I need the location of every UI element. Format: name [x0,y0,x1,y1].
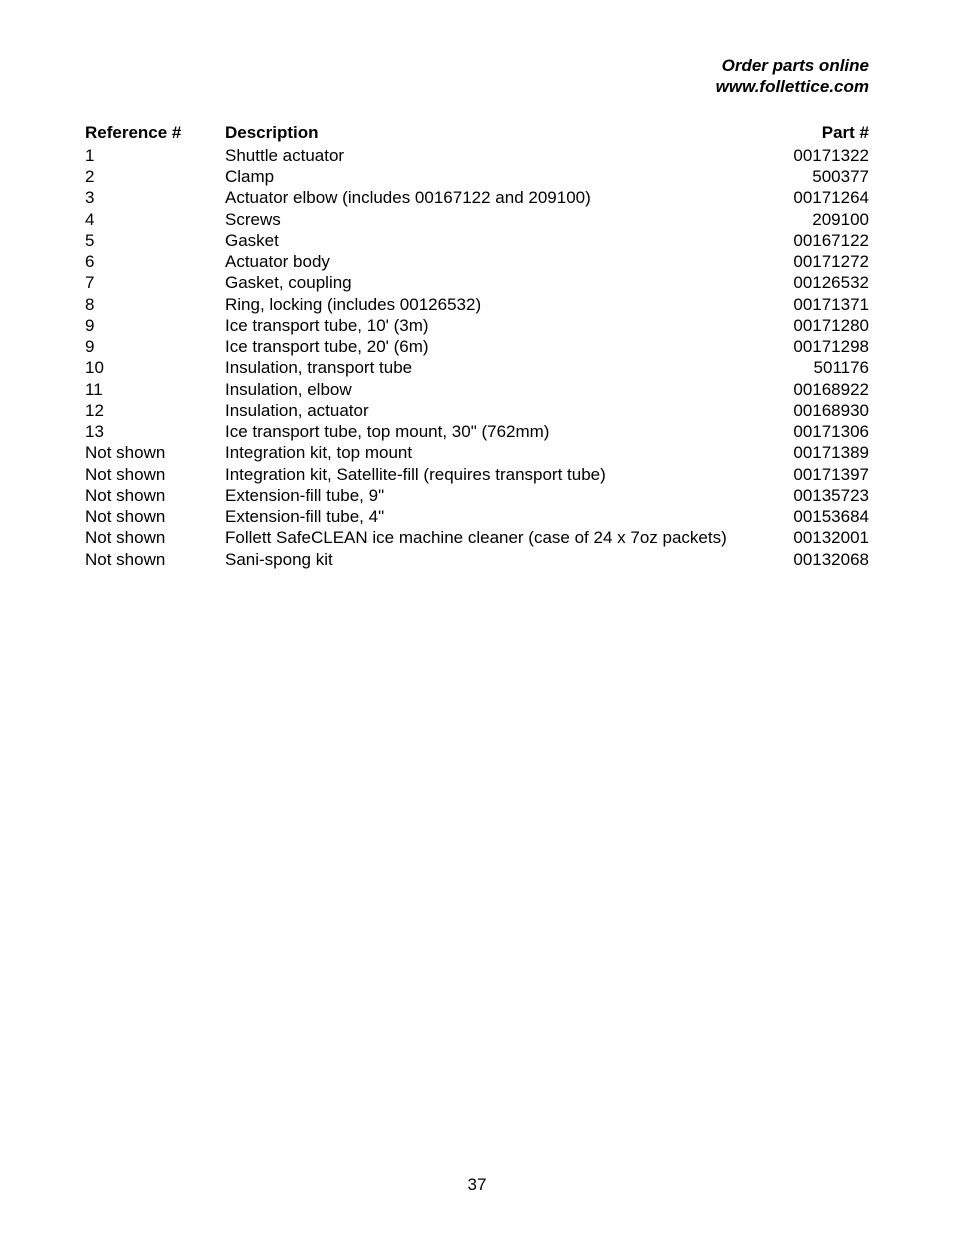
cell-reference: Not shown [85,506,225,527]
cell-reference: Not shown [85,485,225,506]
cell-part: 00168930 [749,400,869,421]
table-row: 5Gasket00167122 [85,230,869,251]
cell-reference: 10 [85,357,225,378]
cell-description: Ice transport tube, 10' (3m) [225,315,749,336]
col-header-description: Description [225,122,749,145]
table-row: 13Ice transport tube, top mount, 30" (76… [85,421,869,442]
cell-reference: 2 [85,166,225,187]
table-header-row: Reference # Description Part # [85,122,869,145]
cell-reference: Not shown [85,442,225,463]
table-row: 6Actuator body00171272 [85,251,869,272]
table-row: 4Screws209100 [85,209,869,230]
cell-part: 00167122 [749,230,869,251]
table-row: Not shownFollett SafeCLEAN ice machine c… [85,527,869,548]
order-online-line1: Order parts online [722,56,869,75]
document-page: Order parts online www.follettice.com Re… [0,0,954,1235]
cell-reference: 9 [85,315,225,336]
cell-reference: 5 [85,230,225,251]
cell-part: 00126532 [749,272,869,293]
cell-part: 209100 [749,209,869,230]
cell-part: 00171389 [749,442,869,463]
cell-reference: 12 [85,400,225,421]
cell-description: Gasket, coupling [225,272,749,293]
cell-reference: 11 [85,379,225,400]
cell-reference: Not shown [85,464,225,485]
cell-description: Actuator body [225,251,749,272]
cell-part: 00171397 [749,464,869,485]
table-row: 7Gasket, coupling00126532 [85,272,869,293]
table-row: 8Ring, locking (includes 00126532)001713… [85,294,869,315]
table-row: Not shownIntegration kit, Satellite-fill… [85,464,869,485]
order-online-line2: www.follettice.com [716,77,869,96]
cell-reference: 8 [85,294,225,315]
table-row: 10Insulation, transport tube501176 [85,357,869,378]
col-header-reference: Reference # [85,122,225,145]
cell-part: 00171371 [749,294,869,315]
cell-part: 00132001 [749,527,869,548]
cell-reference: Not shown [85,527,225,548]
table-row: 9Ice transport tube, 20' (6m)00171298 [85,336,869,357]
cell-description: Integration kit, Satellite-fill (require… [225,464,749,485]
cell-part: 00171280 [749,315,869,336]
cell-description: Insulation, elbow [225,379,749,400]
cell-reference: 1 [85,145,225,166]
cell-description: Ice transport tube, top mount, 30" (762m… [225,421,749,442]
table-row: 1Shuttle actuator00171322 [85,145,869,166]
cell-part: 00153684 [749,506,869,527]
table-row: Not shownExtension-fill tube, 4"00153684 [85,506,869,527]
order-online-header: Order parts online www.follettice.com [85,55,869,98]
page-number: 37 [0,1175,954,1195]
cell-reference: Not shown [85,549,225,570]
cell-description: Follett SafeCLEAN ice machine cleaner (c… [225,527,749,548]
cell-part: 00132068 [749,549,869,570]
cell-part: 00171298 [749,336,869,357]
table-row: 11Insulation, elbow00168922 [85,379,869,400]
table-row: 3Actuator elbow (includes 00167122 and 2… [85,187,869,208]
cell-description: Sani-spong kit [225,549,749,570]
cell-description: Integration kit, top mount [225,442,749,463]
cell-reference: 4 [85,209,225,230]
cell-reference: 6 [85,251,225,272]
col-header-part: Part # [749,122,869,145]
cell-reference: 3 [85,187,225,208]
cell-description: Extension-fill tube, 4" [225,506,749,527]
cell-part: 00171272 [749,251,869,272]
cell-description: Ice transport tube, 20' (6m) [225,336,749,357]
cell-description: Shuttle actuator [225,145,749,166]
cell-reference: 7 [85,272,225,293]
table-row: Not shownIntegration kit, top mount00171… [85,442,869,463]
cell-description: Extension-fill tube, 9" [225,485,749,506]
table-row: Not shownExtension-fill tube, 9"00135723 [85,485,869,506]
table-row: 12Insulation, actuator00168930 [85,400,869,421]
cell-part: 500377 [749,166,869,187]
cell-description: Actuator elbow (includes 00167122 and 20… [225,187,749,208]
table-row: Not shownSani-spong kit00132068 [85,549,869,570]
cell-part: 00171264 [749,187,869,208]
cell-description: Ring, locking (includes 00126532) [225,294,749,315]
cell-part: 00168922 [749,379,869,400]
cell-part: 00171306 [749,421,869,442]
cell-description: Gasket [225,230,749,251]
cell-description: Screws [225,209,749,230]
parts-table: Reference # Description Part # 1Shuttle … [85,122,869,570]
table-row: 2Clamp500377 [85,166,869,187]
cell-part: 501176 [749,357,869,378]
cell-description: Insulation, actuator [225,400,749,421]
cell-reference: 13 [85,421,225,442]
cell-part: 00171322 [749,145,869,166]
table-row: 9Ice transport tube, 10' (3m)00171280 [85,315,869,336]
cell-description: Clamp [225,166,749,187]
cell-part: 00135723 [749,485,869,506]
cell-reference: 9 [85,336,225,357]
cell-description: Insulation, transport tube [225,357,749,378]
